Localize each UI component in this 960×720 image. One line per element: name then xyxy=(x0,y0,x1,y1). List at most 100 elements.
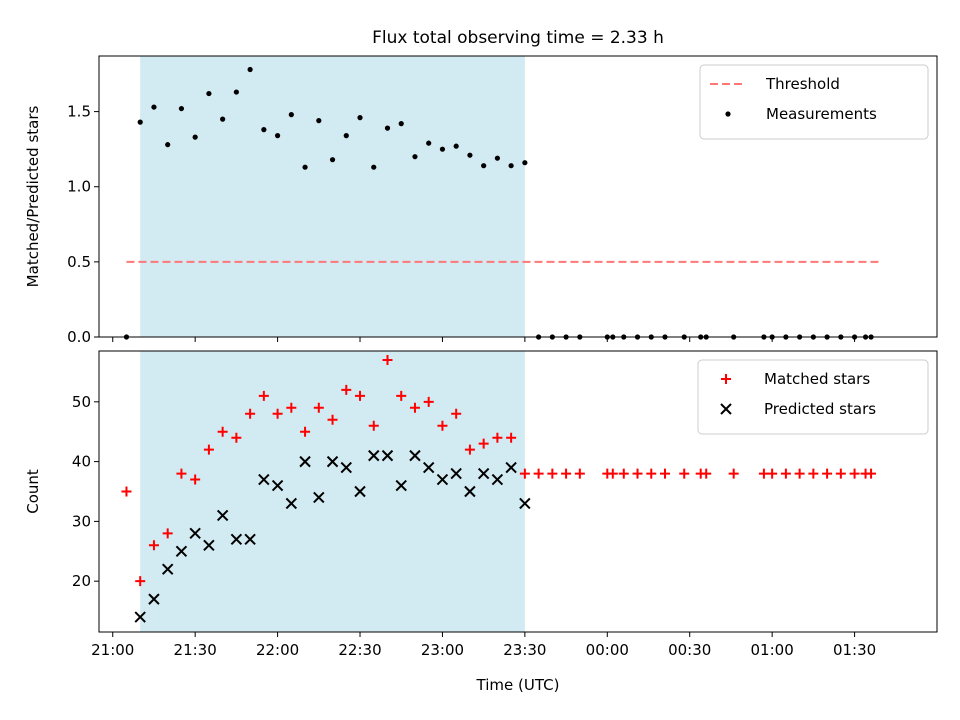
measurements-point xyxy=(357,115,363,121)
matched-stars-point xyxy=(121,486,132,497)
x-tick-label: 00:30 xyxy=(668,641,711,659)
x-tick-label: 23:30 xyxy=(503,641,546,659)
x-tick-label: 22:30 xyxy=(338,641,381,659)
observing-window xyxy=(140,351,525,632)
predicted-stars-point xyxy=(519,497,531,510)
measurements-point xyxy=(467,152,473,158)
measurements-point xyxy=(522,160,528,166)
legend-label: Measurements xyxy=(766,105,877,123)
predicted-stars-point xyxy=(313,491,325,504)
matched-stars-point xyxy=(327,414,338,425)
measurements-point xyxy=(508,163,514,169)
matched-stars-point xyxy=(866,468,877,479)
measurements-point xyxy=(247,66,253,73)
measurements-point xyxy=(384,125,391,131)
matched-stars-point xyxy=(618,468,629,479)
predicted-stars-point xyxy=(491,473,504,486)
measurements-point xyxy=(302,164,308,170)
measurements-point xyxy=(274,133,281,139)
matched-stars-point xyxy=(368,420,379,431)
legend: Matched stars Predicted stars xyxy=(697,359,929,435)
y-axis-label: Count xyxy=(24,469,42,514)
measurements-point xyxy=(261,127,267,133)
y-tick-label: 50 xyxy=(72,393,91,411)
y-tick-label: 0.5 xyxy=(67,253,91,271)
predicted-stars-point xyxy=(189,527,201,540)
matched-stars-point xyxy=(506,432,517,443)
predicted-stars-point xyxy=(368,449,380,462)
predicted-stars-point xyxy=(395,479,407,492)
y-tick-label: 20 xyxy=(72,572,91,590)
matched-stars-point xyxy=(341,384,352,395)
matched-stars-point xyxy=(780,468,791,479)
matched-stars-point xyxy=(533,468,544,479)
measurements-point xyxy=(494,155,500,161)
matched-stars-point xyxy=(272,408,283,419)
matched-stars-point xyxy=(822,468,833,479)
count-panel: 20 30 40 50 21:00 21:30 22:00 22:30 23:00 23:30 00… xyxy=(24,350,938,659)
matched-stars-point xyxy=(245,408,256,419)
predicted-stars-point xyxy=(464,485,476,498)
measurements-point xyxy=(453,143,459,149)
measurements-point xyxy=(151,104,157,110)
legend-label: Threshold xyxy=(765,75,840,93)
matched-stars-point xyxy=(203,444,214,455)
matched-stars-point xyxy=(423,396,434,407)
matched-stars-point xyxy=(409,402,420,413)
matched-stars-point xyxy=(396,390,407,401)
x-tick-label: 00:00 xyxy=(586,641,629,659)
predicted-stars-point xyxy=(505,461,517,474)
predicted-stars-point xyxy=(477,467,490,480)
predicted-stars-point xyxy=(216,509,229,522)
predicted-stars-point xyxy=(354,485,366,498)
matched-stars-point xyxy=(561,468,572,479)
figure-title: Flux total observing time = 2.33 h xyxy=(372,28,664,48)
predicted-stars-point xyxy=(285,497,298,510)
measurements-point xyxy=(316,118,322,124)
matched-stars-point xyxy=(519,468,530,479)
measurements-point xyxy=(288,112,294,118)
matched-stars-point xyxy=(313,402,324,413)
predicted-stars-point xyxy=(230,533,243,546)
matched-stars-point xyxy=(767,468,778,479)
measurements-point xyxy=(178,105,185,112)
x-tick-label: 01:30 xyxy=(833,641,876,659)
matched-stars-point xyxy=(547,468,558,479)
matched-stars-point xyxy=(574,468,585,479)
matched-stars-point xyxy=(492,432,503,443)
y-tick-label: 1.0 xyxy=(67,178,91,196)
y-tick-label: 30 xyxy=(72,512,91,530)
x-tick-label: 22:00 xyxy=(256,641,299,659)
matched-stars-point xyxy=(659,468,670,479)
matched-stars-point xyxy=(231,432,242,443)
y-tick-label: 0.0 xyxy=(67,328,91,346)
legend-measurements-marker xyxy=(725,111,731,117)
predicted-stars-point xyxy=(299,455,311,468)
legend-label: Predicted stars xyxy=(764,400,876,418)
legend-box xyxy=(697,359,929,435)
predicted-stars-point xyxy=(409,449,421,462)
measurements-point xyxy=(233,89,239,95)
y-axis-label: Matched/Predicted stars xyxy=(24,106,42,288)
predicted-stars-point xyxy=(148,593,160,605)
matched-stars-point xyxy=(300,426,311,437)
matched-stars-point xyxy=(679,468,690,479)
matched-stars-point xyxy=(176,468,187,479)
measurements-point xyxy=(329,157,336,163)
y-tick-label: 1.5 xyxy=(67,103,91,121)
predicted-stars-point xyxy=(258,473,270,486)
legend-box xyxy=(699,64,929,140)
measurements-point xyxy=(165,142,171,148)
legend-label: Matched stars xyxy=(764,370,870,388)
measurements-point xyxy=(412,154,418,160)
matched-stars-point xyxy=(451,408,462,419)
measurements-point xyxy=(398,121,404,127)
measurements-point xyxy=(439,146,446,152)
matched-stars-point xyxy=(162,528,173,539)
predicted-stars-point xyxy=(422,461,435,474)
matched-stars-point xyxy=(190,474,201,485)
matched-stars-point xyxy=(808,468,819,479)
matched-stars-point xyxy=(355,390,366,401)
measurements-point xyxy=(192,134,198,140)
